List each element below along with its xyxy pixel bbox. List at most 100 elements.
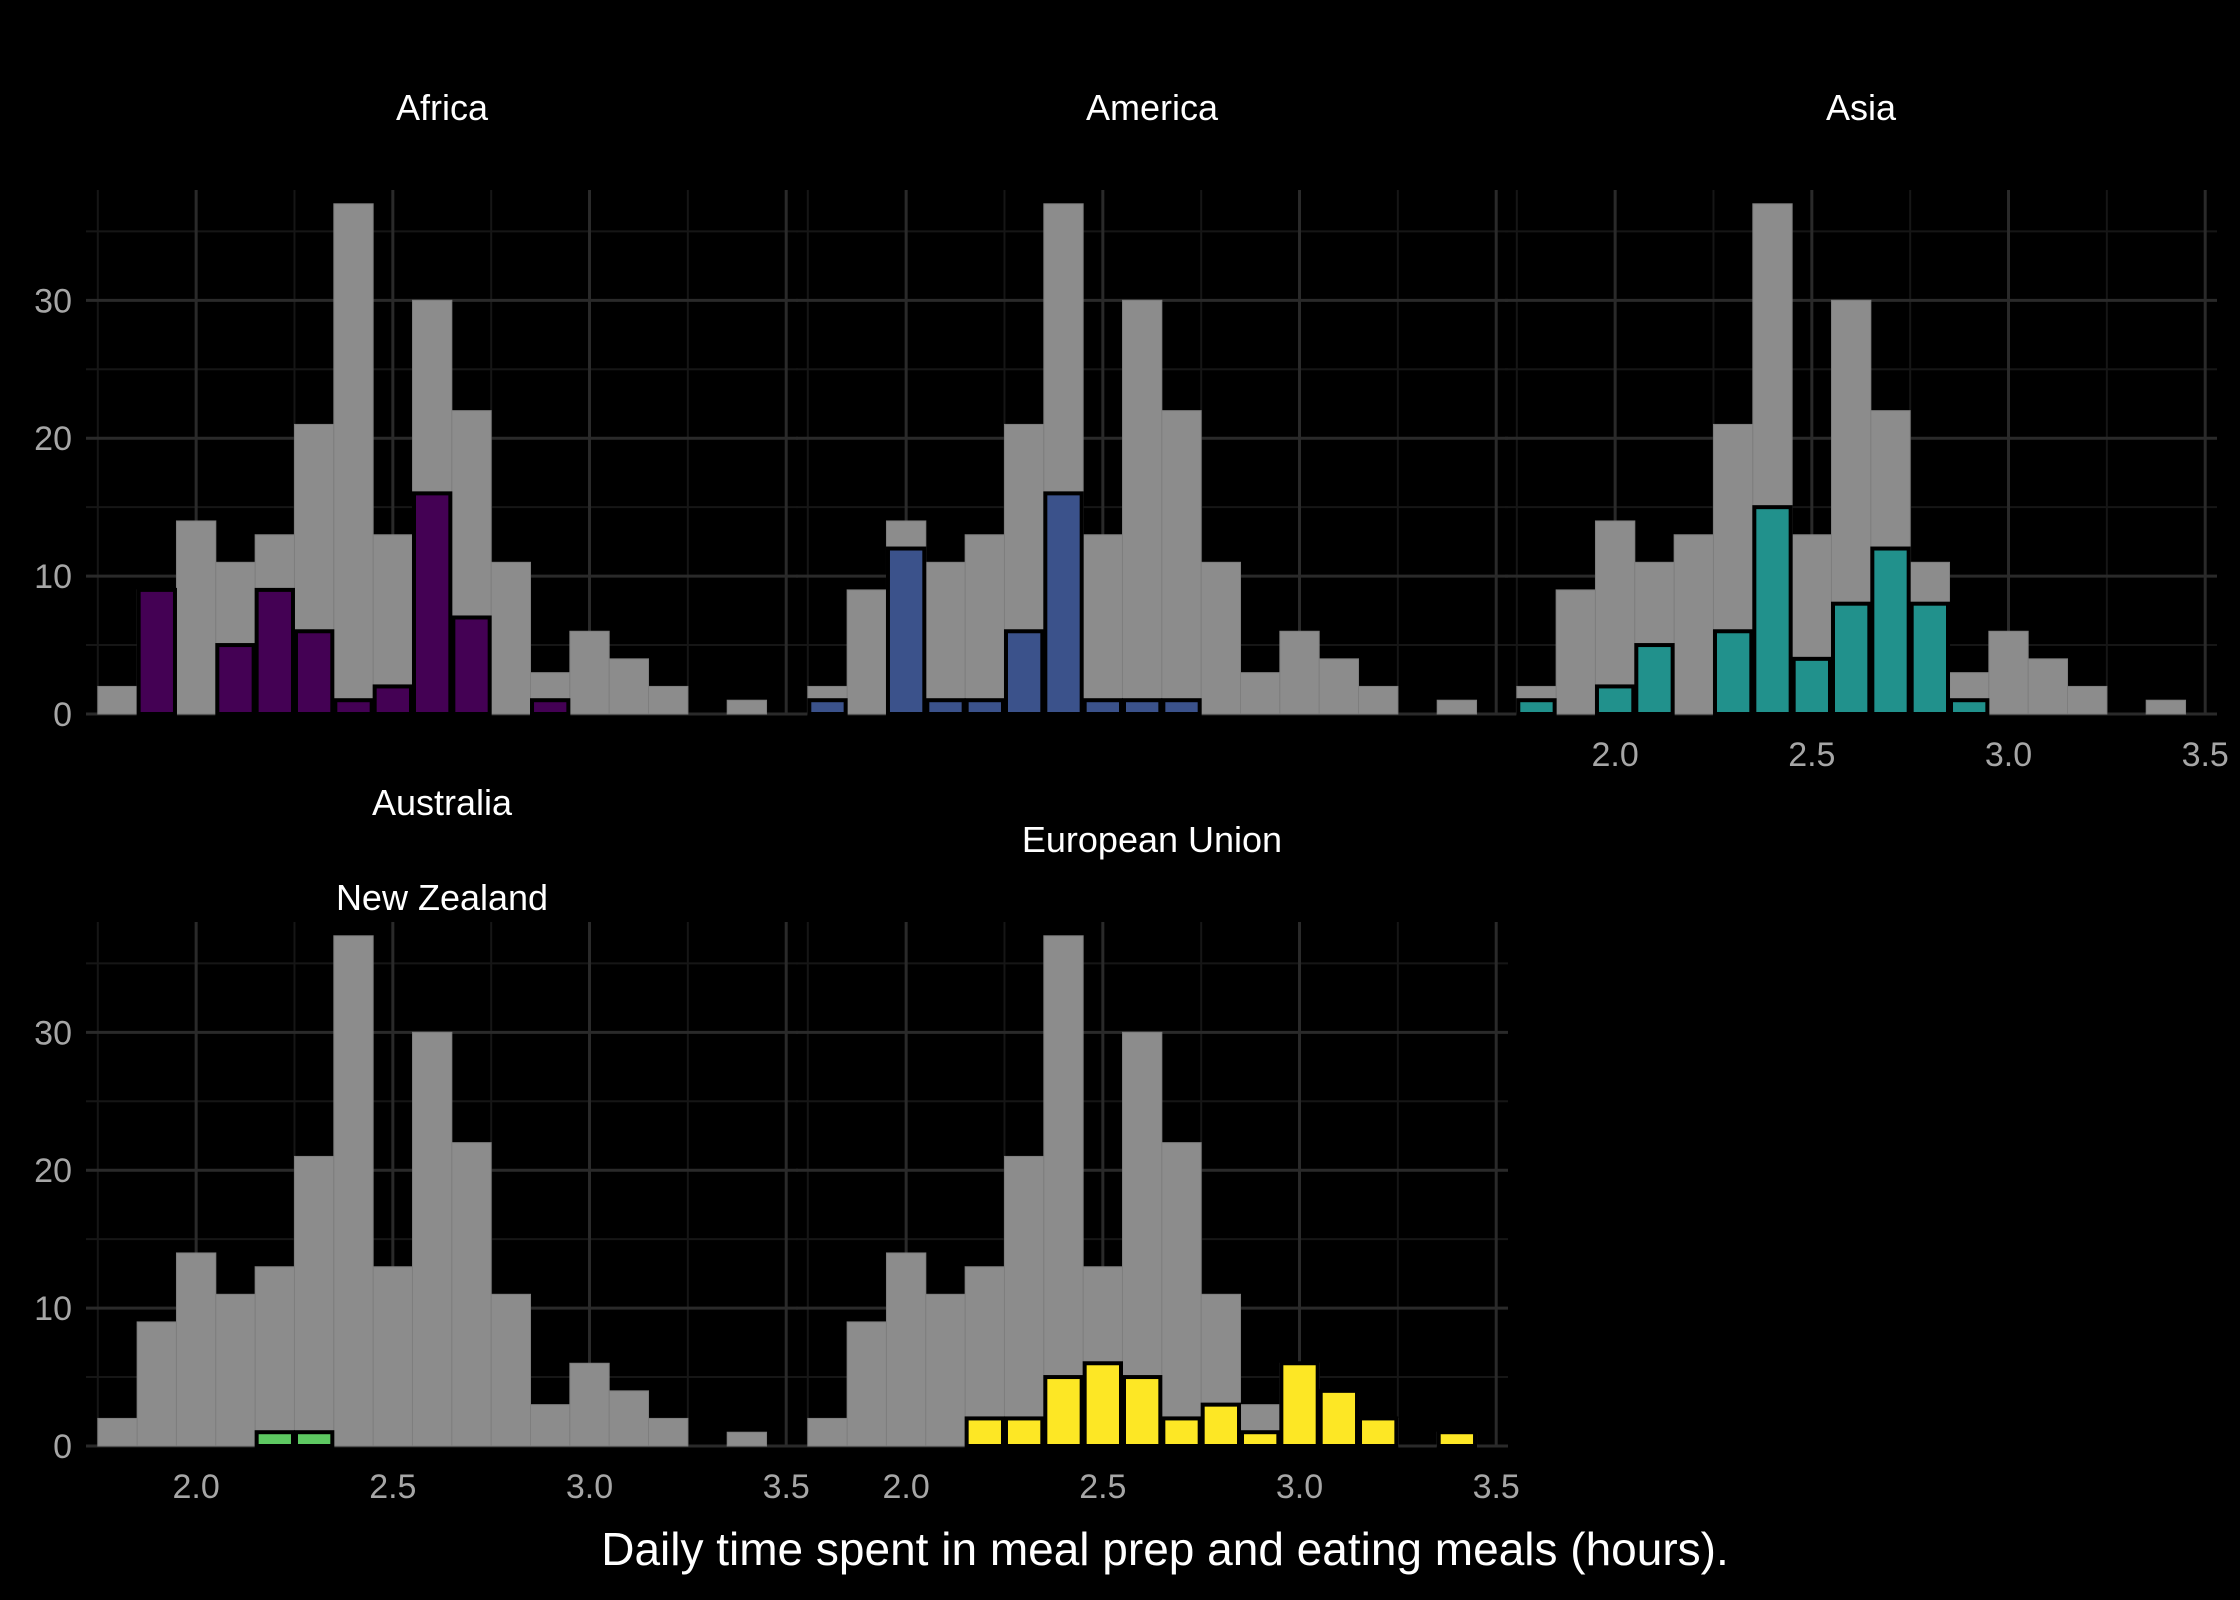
region-bar bbox=[254, 1430, 295, 1449]
background-bar bbox=[254, 1266, 295, 1447]
region-bar bbox=[1318, 1388, 1360, 1449]
background-bar bbox=[175, 1252, 217, 1447]
background-bar bbox=[333, 935, 374, 1447]
background-bar bbox=[1988, 630, 2029, 715]
x-tick-label: 3.5 bbox=[763, 1468, 810, 1506]
x-tick-label: 2.5 bbox=[1788, 736, 1835, 774]
background-bar bbox=[569, 630, 610, 715]
background-bar bbox=[1318, 658, 1360, 715]
x-axis-label: Daily time spent in meal prep and eating… bbox=[601, 1523, 1729, 1575]
region-bar bbox=[1043, 491, 1084, 716]
background-bar bbox=[293, 1155, 335, 1447]
background-bar bbox=[648, 685, 689, 715]
region-bar bbox=[1082, 698, 1123, 716]
facet-strip-label: European Union bbox=[1022, 819, 1282, 860]
region-bar bbox=[1161, 698, 1202, 716]
background-bar bbox=[411, 1031, 453, 1447]
region-bar bbox=[411, 491, 453, 716]
region-bar bbox=[964, 1416, 1005, 1448]
background-bar bbox=[1003, 1155, 1045, 1447]
region-bar bbox=[1240, 1430, 1281, 1449]
x-tick-label: 2.5 bbox=[1079, 1468, 1126, 1506]
background-bar bbox=[530, 1404, 571, 1447]
region-bar bbox=[451, 615, 492, 717]
background-bar bbox=[925, 1293, 966, 1447]
region-bar bbox=[807, 698, 848, 716]
y-tick-label: 0 bbox=[53, 1428, 72, 1466]
x-tick-label: 2.0 bbox=[173, 1468, 220, 1506]
x-tick-label: 2.5 bbox=[369, 1468, 416, 1506]
background-bar bbox=[1555, 589, 1596, 715]
region-bar bbox=[1634, 643, 1675, 716]
region-bar bbox=[1752, 505, 1793, 716]
region-bar bbox=[372, 684, 413, 717]
facet-strip-label: America bbox=[1086, 87, 1219, 128]
region-bar bbox=[1436, 1430, 1478, 1449]
background-bar bbox=[97, 1417, 138, 1447]
x-tick-label: 2.0 bbox=[1592, 736, 1639, 774]
facet-panel-3: 0 10 20 30 2.0 2.5 3.0 3.5 Australia New Zealand bbox=[34, 782, 810, 1506]
background-bar bbox=[97, 685, 138, 715]
facet-strip-label: Africa bbox=[396, 87, 489, 128]
x-tick-label: 2.0 bbox=[883, 1468, 930, 1506]
region-bar bbox=[1949, 698, 1990, 716]
background-bar bbox=[451, 1142, 492, 1447]
region-bar bbox=[1830, 601, 1872, 716]
region-bar bbox=[1003, 1416, 1045, 1448]
region-bar bbox=[1791, 656, 1832, 716]
region-bar bbox=[1121, 698, 1163, 716]
facet-strip-label: Asia bbox=[1826, 87, 1897, 128]
region-bar bbox=[215, 643, 256, 716]
region-bar bbox=[1082, 1361, 1123, 1449]
x-tick-label: 3.0 bbox=[566, 1468, 613, 1506]
region-bar bbox=[1870, 546, 1911, 716]
background-bar bbox=[333, 203, 374, 715]
background-bar bbox=[1279, 630, 1320, 715]
facet-panel-2: 2.0 2.5 3.0 3.5 Asia bbox=[1505, 87, 2229, 774]
background-bar bbox=[372, 534, 413, 715]
x-tick-label: 3.0 bbox=[1985, 736, 2032, 774]
region-bar bbox=[136, 587, 177, 716]
background-bar bbox=[726, 1431, 768, 1447]
region-bar bbox=[1358, 1416, 1399, 1448]
y-tick-label: 0 bbox=[53, 696, 72, 734]
region-bar bbox=[1200, 1402, 1242, 1449]
x-tick-label: 3.0 bbox=[1276, 1468, 1323, 1506]
background-bar bbox=[846, 1321, 887, 1447]
region-bar bbox=[1279, 1361, 1320, 1449]
y-tick-label: 10 bbox=[34, 558, 72, 596]
background-bar bbox=[608, 1390, 650, 1447]
background-bar bbox=[1161, 1142, 1202, 1447]
region-bar bbox=[1043, 1375, 1084, 1448]
region-bar bbox=[1712, 629, 1754, 717]
background-bar bbox=[490, 561, 532, 715]
region-bar bbox=[1909, 601, 1951, 716]
background-bar bbox=[1082, 534, 1123, 715]
background-bar bbox=[2067, 685, 2108, 715]
background-bar bbox=[726, 699, 768, 715]
region-bar bbox=[1594, 684, 1636, 717]
region-bar bbox=[254, 587, 295, 716]
background-bar bbox=[1358, 685, 1399, 715]
x-tick-label: 3.5 bbox=[2182, 736, 2229, 774]
facet-strip-label: Australia bbox=[372, 782, 513, 823]
y-tick-label: 20 bbox=[34, 420, 72, 458]
region-bar bbox=[1121, 1375, 1163, 1448]
facet-panel-4: 2.0 2.5 3.0 3.5 European Union bbox=[796, 819, 1520, 1506]
facet-panel-1: America bbox=[796, 87, 1508, 717]
background-bar bbox=[1161, 410, 1202, 715]
background-bar bbox=[1121, 299, 1163, 715]
background-bar bbox=[807, 1417, 848, 1447]
region-bar bbox=[293, 629, 335, 717]
x-tick-label: 3.5 bbox=[1473, 1468, 1520, 1506]
region-bar bbox=[1003, 629, 1045, 717]
region-bar bbox=[1516, 698, 1557, 716]
region-bar bbox=[925, 698, 966, 716]
background-bar bbox=[1043, 935, 1084, 1447]
y-tick-label: 30 bbox=[34, 282, 72, 320]
region-bar bbox=[293, 1430, 335, 1449]
region-bar bbox=[964, 698, 1005, 716]
background-bar bbox=[964, 1266, 1005, 1447]
region-bar bbox=[333, 698, 374, 716]
